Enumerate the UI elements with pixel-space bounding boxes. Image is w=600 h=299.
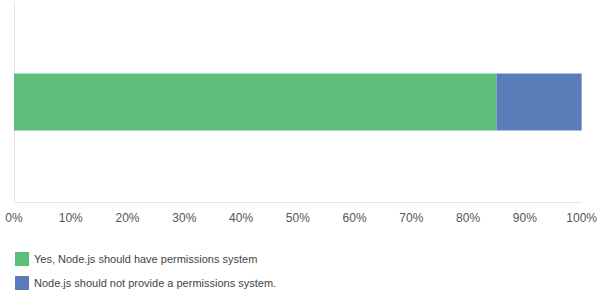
svg-text:60%: 60% [343,211,367,225]
svg-text:80%: 80% [456,211,480,225]
svg-text:90%: 90% [513,211,537,225]
svg-text:Node.js should not provide a p: Node.js should not provide a permissions… [34,277,276,289]
svg-text:10%: 10% [59,211,83,225]
svg-text:20%: 20% [116,211,140,225]
svg-text:0%: 0% [5,211,23,225]
svg-text:100%: 100% [566,211,597,225]
svg-text:70%: 70% [399,211,423,225]
svg-text:30%: 30% [172,211,196,225]
svg-text:Yes, Node.js should have permi: Yes, Node.js should have permissions sys… [34,253,257,265]
svg-text:50%: 50% [286,211,310,225]
svg-text:40%: 40% [229,211,253,225]
